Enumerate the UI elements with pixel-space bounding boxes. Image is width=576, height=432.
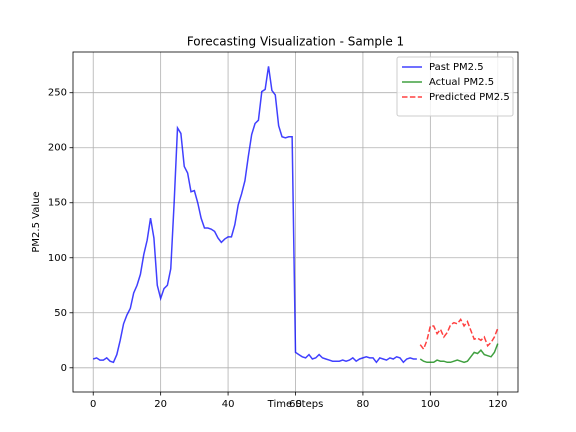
y-tick-label: 50 [54,308,67,319]
y-tick-label: 100 [48,253,67,264]
y-tick-label: 200 [48,143,67,154]
x-tick-label: 60 [289,399,302,410]
legend-label: Predicted PM2.5 [429,92,510,103]
x-tick-label: 0 [90,399,96,410]
chart-title: Forecasting Visualization - Sample 1 [187,35,404,49]
data-line [419,343,499,364]
y-tick-label: 0 [61,363,67,374]
y-tick-label: 150 [48,198,67,209]
legend-label: Actual PM2.5 [429,77,494,88]
x-tick-label: 40 [222,399,235,410]
x-tick-label: 100 [421,399,440,410]
y-axis-label: PM2.5 Value [31,191,42,252]
data-line [419,317,499,351]
legend: Past PM2.5 Actual PM2.5 Predicted PM2.5 [396,56,514,117]
y-tick-label: 250 [48,88,67,99]
plot-frame [72,51,519,393]
x-tick-label: 80 [357,399,370,410]
x-axis-label: Time Steps [267,399,324,410]
data-line [92,66,417,364]
legend-box [396,56,514,117]
x-tick-label: 20 [154,399,167,410]
x-tick-label: 120 [488,399,507,410]
legend-label: Past PM2.5 [429,62,484,73]
